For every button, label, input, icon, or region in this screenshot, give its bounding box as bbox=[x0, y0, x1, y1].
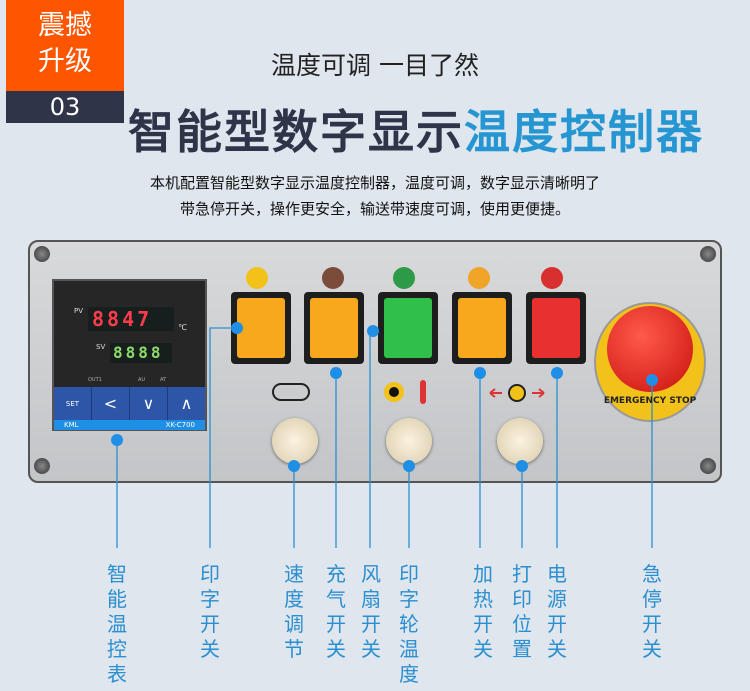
print-switch[interactable] bbox=[231, 292, 291, 364]
power-icon bbox=[541, 267, 563, 289]
heat-icon bbox=[468, 267, 490, 289]
label-print-switch: 印字开关 bbox=[200, 562, 220, 661]
title-blue: 温度控制器 bbox=[464, 105, 704, 159]
screw-icon bbox=[700, 458, 716, 474]
brand-label: KML bbox=[64, 421, 79, 429]
position-arrows-icon bbox=[489, 384, 545, 402]
sv-value: 8888 bbox=[110, 343, 172, 363]
screw-icon bbox=[34, 458, 50, 474]
pv-display: 8847 bbox=[88, 307, 174, 331]
label-fan-switch: 风扇开关 bbox=[361, 562, 381, 661]
print-wheel-temp-knob[interactable] bbox=[386, 418, 432, 464]
pv-value: 8847 bbox=[92, 307, 153, 331]
label-power-switch: 电源开关 bbox=[547, 562, 567, 661]
temperature-controller: PV 8847 ℃ SV 8888 OUT1 AU AT SET < ∨ ∧ K… bbox=[52, 279, 207, 431]
indicator-out1: OUT1 bbox=[88, 377, 102, 383]
label-emergency-stop: 急停开关 bbox=[642, 562, 662, 661]
label-speed: 速度调节 bbox=[284, 562, 304, 661]
upgrade-badge: 震撼 升级 bbox=[6, 0, 124, 91]
pv-label: PV bbox=[74, 307, 84, 315]
emergency-stop-button[interactable] bbox=[607, 306, 693, 392]
sv-label: SV bbox=[96, 343, 106, 351]
speed-icon bbox=[272, 383, 310, 401]
label-print-wheel-temp: 印字轮温度 bbox=[399, 562, 419, 686]
screw-icon bbox=[700, 246, 716, 262]
indicator-au: AU bbox=[138, 377, 146, 383]
speed-knob[interactable] bbox=[272, 418, 318, 464]
fan-icon bbox=[393, 267, 415, 289]
label-temp-controller: 智能温控表 bbox=[107, 562, 127, 686]
unit-label: ℃ bbox=[178, 323, 187, 332]
section-number: 03 bbox=[6, 91, 124, 123]
fan-switch[interactable] bbox=[378, 292, 438, 364]
label-print-position: 打印位置 bbox=[512, 562, 532, 661]
left-button[interactable]: < bbox=[92, 387, 130, 420]
subtitle: 温度可调 一目了然 bbox=[271, 51, 479, 80]
badge-text-1: 震撼 bbox=[38, 10, 92, 41]
description-line-2: 带急停开关，操作更安全，输送带速度可调，使用更便捷。 bbox=[179, 200, 570, 218]
set-button[interactable]: SET bbox=[54, 387, 92, 420]
page-title: 智能型数字显示温度控制器 bbox=[128, 96, 704, 162]
inflate-icon bbox=[322, 267, 344, 289]
label-inflate-switch: 充气开关 bbox=[326, 562, 346, 661]
badge-text-2: 升级 bbox=[38, 46, 92, 77]
down-button[interactable]: ∨ bbox=[130, 387, 168, 420]
label-heat-switch: 加热开关 bbox=[473, 562, 493, 661]
temperature-dial-icon bbox=[384, 382, 404, 402]
print-position-knob[interactable] bbox=[497, 418, 543, 464]
screw-icon bbox=[34, 246, 50, 262]
heat-switch[interactable] bbox=[452, 292, 512, 364]
inflate-switch[interactable] bbox=[304, 292, 364, 364]
indicator-at: AT bbox=[160, 377, 167, 383]
up-button[interactable]: ∧ bbox=[180, 394, 193, 413]
estop-text: EMERGENCY STOP bbox=[603, 396, 697, 406]
title-dark: 智能型数字显示 bbox=[128, 105, 464, 159]
power-switch[interactable] bbox=[526, 292, 586, 364]
thermometer-icon bbox=[420, 380, 426, 404]
print-icon bbox=[246, 267, 268, 289]
description-line-1: 本机配置智能型数字显示温度控制器，温度可调，数字显示清晰明了 bbox=[149, 174, 600, 192]
model-label: XK-C700 bbox=[165, 421, 195, 429]
